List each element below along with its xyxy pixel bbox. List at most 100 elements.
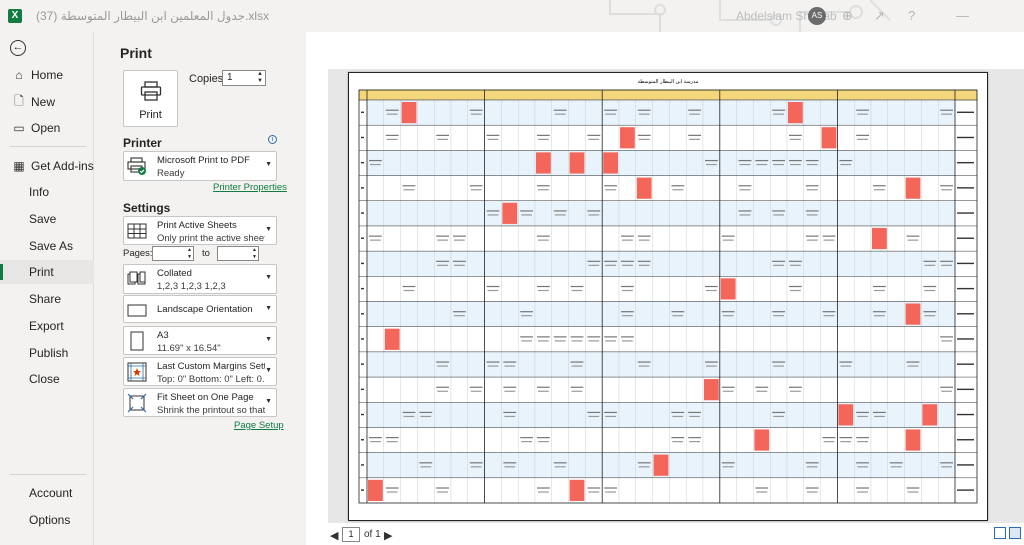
info-icon[interactable]: i <box>268 135 277 144</box>
nav-new[interactable]: 🗋 New <box>0 90 94 114</box>
sheet-cell <box>551 326 569 353</box>
sheet-cell-text <box>889 462 903 464</box>
sheet-cell <box>686 99 704 126</box>
sheet-cell-text <box>738 185 752 187</box>
printer-select[interactable]: Microsoft Print to PDF Ready ▼ <box>123 151 277 181</box>
sheet-cell <box>669 452 687 478</box>
sheet-cell <box>837 427 855 453</box>
pages-from-spinner-icon[interactable]: ▲ ▼ <box>187 247 192 260</box>
sheet-cell <box>635 326 653 353</box>
nav-open[interactable]: ▭ Open <box>0 116 94 140</box>
sheet-cell <box>803 175 821 201</box>
sheet-cell <box>854 452 872 478</box>
sheet-cell <box>602 477 620 504</box>
orientation-select[interactable]: Landscape Orientation ▼ <box>123 295 277 323</box>
globe-icon[interactable]: ⊕ <box>842 8 853 23</box>
pages-from-input[interactable]: ▲ ▼ <box>152 246 194 261</box>
print-button[interactable]: Print <box>123 70 178 127</box>
paper-size-select[interactable]: A3 11.69" x 16.54" ▼ <box>123 326 277 355</box>
sheet-cell <box>450 200 468 227</box>
sheet-cell-text <box>437 138 448 140</box>
share-arrow-icon[interactable]: ↗ <box>874 8 885 23</box>
user-avatar[interactable]: AS <box>808 7 826 25</box>
copies-spinner-icon[interactable]: ▲ ▼ <box>257 71 263 84</box>
sheet-cell <box>938 276 956 302</box>
collation-select[interactable]: Collated 1,2,3 1,2,3 1,2,3 ▼ <box>123 264 277 294</box>
sheet-cell <box>534 301 552 327</box>
scaling-select[interactable]: Fit Sheet on One Page Shrink the printou… <box>123 388 277 417</box>
margins-select[interactable]: Last Custom Margins Setting Top: 0" Bott… <box>123 357 277 386</box>
nav-save[interactable]: Save <box>29 212 57 226</box>
next-page-icon[interactable]: ▶ <box>384 530 393 542</box>
nav-account[interactable]: Account <box>29 486 73 500</box>
scaling-value: Fit Sheet on One Page <box>157 392 254 403</box>
sheet-cell <box>904 200 922 227</box>
sheet-cell <box>585 427 603 453</box>
sheet-cell <box>837 150 855 176</box>
sheet-cell-text <box>470 466 482 468</box>
nav-print[interactable]: Print <box>0 260 94 284</box>
sheet-cell <box>366 427 384 453</box>
nav-info[interactable]: Info <box>29 185 50 199</box>
help-icon[interactable]: ? <box>908 8 916 23</box>
sheet-cell <box>652 150 670 176</box>
sheet-cell-text <box>605 113 616 115</box>
sheet-cell <box>803 452 821 478</box>
zoom-to-page-button[interactable] <box>1009 527 1021 539</box>
sheet-cell-text <box>638 113 650 115</box>
sheet-cell-text <box>940 185 953 187</box>
sheet-cell-text <box>453 311 466 313</box>
sheet-cell <box>450 99 468 126</box>
sheet-cell <box>467 125 485 151</box>
sheet-cell <box>770 452 788 478</box>
sheet-cell <box>417 351 435 378</box>
sheet-cell <box>618 250 636 277</box>
pages-to-input[interactable]: ▲ ▼ <box>217 246 259 261</box>
sheet-cell <box>803 326 821 353</box>
printer-properties-link[interactable]: Printer Properties <box>213 182 287 193</box>
nav-get-add-ins[interactable]: ▦ Get Add-ins <box>0 154 94 178</box>
sheet-cell <box>635 477 653 504</box>
sheet-cell <box>400 175 418 201</box>
nav-export[interactable]: Export <box>29 319 64 333</box>
show-margins-button[interactable] <box>994 527 1006 539</box>
nav-publish[interactable]: Publish <box>29 346 69 360</box>
pages-to-spinner-icon[interactable]: ▲ ▼ <box>252 247 257 260</box>
sheet-cell <box>686 477 704 504</box>
nav-close[interactable]: Close <box>29 372 60 386</box>
minimize-icon[interactable]: — <box>956 8 969 23</box>
preview-sheet[interactable]: مدرسة ابن البيطار المتوسطة <box>348 72 988 521</box>
sheet-cell <box>467 326 485 353</box>
sheet-cell <box>719 301 737 327</box>
previous-page-icon[interactable]: ◀ <box>330 530 339 542</box>
back-arrow-icon[interactable]: ← <box>10 40 26 56</box>
current-page-input[interactable]: 1 <box>342 527 360 542</box>
sheet-cell <box>417 150 435 176</box>
sheet-cell-text <box>537 487 550 489</box>
sheet-cell <box>652 351 670 378</box>
nav-share[interactable]: Share <box>29 292 62 306</box>
sheet-cell <box>786 301 804 327</box>
sheet-cell <box>551 376 569 403</box>
sheet-cell <box>837 351 855 378</box>
print-what-select[interactable]: Print Active Sheets Only print the activ… <box>123 216 277 245</box>
sheet-cell <box>585 452 603 478</box>
sheet-cell <box>854 326 872 353</box>
nav-options[interactable]: Options <box>29 513 71 527</box>
copies-input[interactable]: 1 ▲ ▼ <box>222 70 266 86</box>
printer-icon <box>140 81 161 101</box>
sheet-cell <box>702 477 720 504</box>
sheet-cell <box>753 376 771 403</box>
sheet-cell <box>383 200 401 227</box>
sheet-cell <box>820 427 838 453</box>
sheet-cell-text <box>638 239 650 241</box>
collated-pages-icon <box>127 271 146 285</box>
sheet-cell <box>383 351 401 378</box>
sheet-cell <box>383 99 401 126</box>
print-settings-panel: Print Print Copies: 1 ▲ ▼ Printer i Micro… <box>94 32 306 545</box>
page-setup-link[interactable]: Page Setup <box>234 420 284 431</box>
nav-save-as[interactable]: Save As <box>29 239 74 253</box>
sheet-cell <box>518 250 536 277</box>
nav-home[interactable]: ⌂ Home <box>0 63 94 87</box>
sheet-cell-text <box>437 239 448 241</box>
